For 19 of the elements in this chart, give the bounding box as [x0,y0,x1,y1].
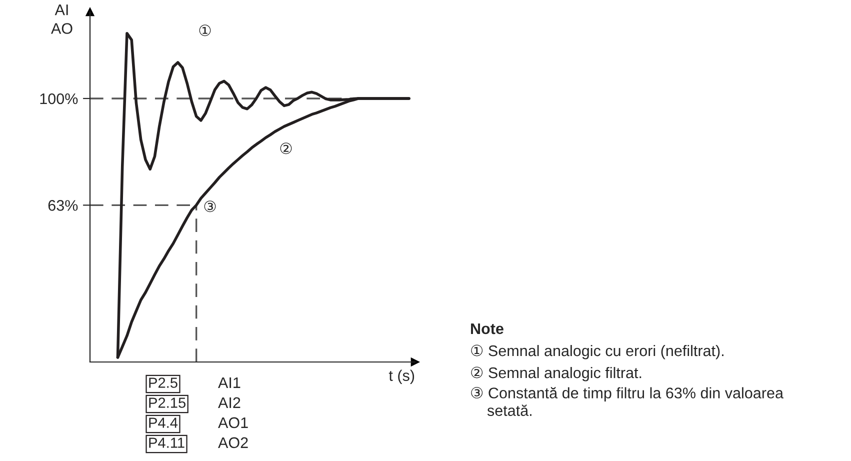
y-tick-label: 63% [48,200,78,211]
annotation: ② [280,142,292,154]
text: ③ Constantă de timp filtru la 63% din valoarea setată. [471,387,784,416]
text: AO1 [218,417,248,428]
text: P4.11 [149,438,184,448]
y-tick-label: 100% [40,93,78,104]
text: ② Semnal analogic filtrat. [471,366,642,382]
text: ① Semnal analogic cu erori (nefiltrat). [471,344,724,360]
text: P4.4 [149,418,178,428]
text: P2.15 [149,398,186,408]
text: AO2 [218,437,248,448]
text: Note [471,323,504,334]
annotation: ③ [204,200,216,212]
x-axis-title: t (s) [388,370,414,384]
text: P2.5 [149,378,178,388]
y-axis-title: AI AO [50,4,72,34]
annotation: ① [199,24,211,36]
text: AI2 [218,397,240,408]
text: AI1 [218,377,240,388]
